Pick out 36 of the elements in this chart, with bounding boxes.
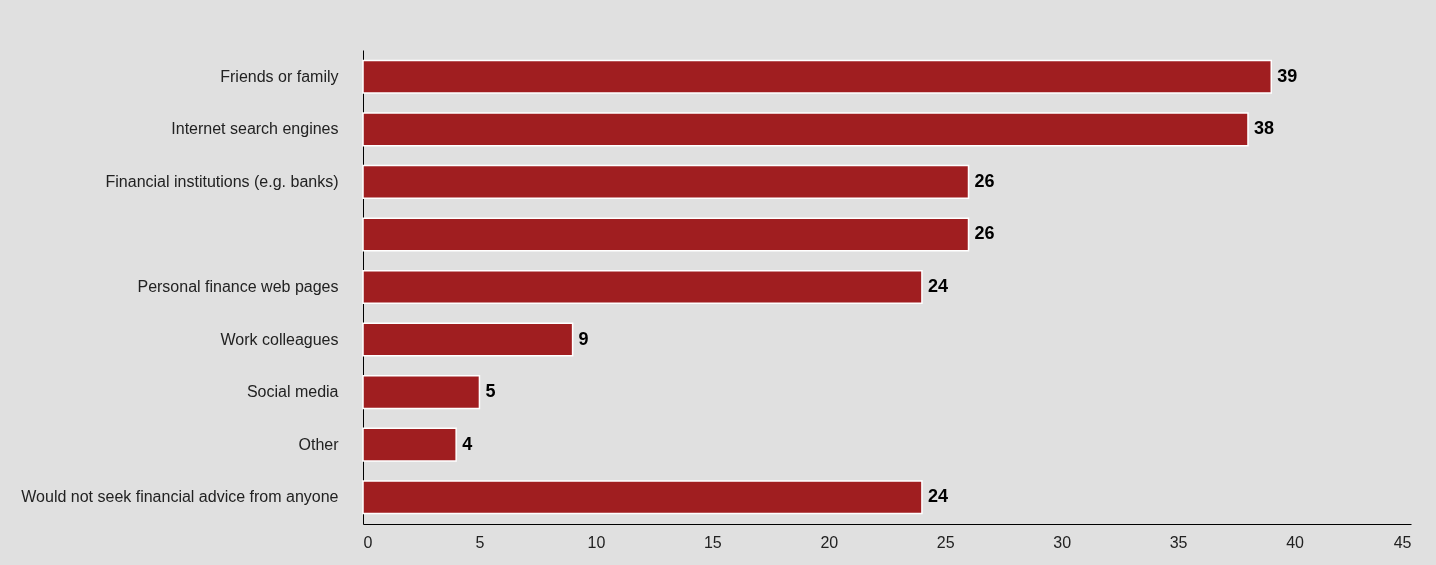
y-tick-label: Financial institutions (e.g. banks): [105, 172, 339, 190]
data-label: 9: [578, 328, 589, 349]
bar: [362, 269, 923, 305]
x-tick-label: 35: [1169, 533, 1188, 551]
x-tick-label: 20: [820, 533, 839, 551]
x-tick-label: 45: [1393, 533, 1412, 551]
y-tick-label: Personal finance web pages: [137, 278, 339, 295]
bar: [362, 375, 481, 410]
y-tick-label: Social media: [246, 383, 339, 401]
x-tick-label: 40: [1286, 533, 1305, 551]
bar: [362, 322, 574, 357]
bar: [362, 112, 1249, 147]
bar: [362, 427, 457, 462]
x-tick-label: 30: [1053, 533, 1072, 551]
data-label: 26: [974, 223, 995, 244]
data-label: 39: [1277, 65, 1298, 86]
data-label: 38: [1253, 118, 1275, 139]
y-tick-label: Friends or family: [220, 67, 339, 85]
bar: [362, 480, 923, 515]
x-tick-label: 5: [475, 533, 485, 551]
data-label: 4: [462, 433, 473, 454]
x-tick-label: 10: [587, 533, 606, 551]
bar: [362, 164, 970, 199]
data-label: 26: [974, 170, 995, 191]
data-label: 24: [927, 486, 948, 507]
bar: [362, 217, 970, 252]
y-tick-label: Work colleagues: [220, 330, 339, 348]
x-tick-label: 25: [936, 533, 955, 551]
y-tick-label: Internet search engines: [171, 120, 339, 138]
data-label: 5: [485, 381, 496, 402]
y-tick-label: Would not seek financial advice from anyone: [21, 488, 339, 506]
bar: [362, 59, 1273, 94]
x-tick-label: 0: [363, 533, 373, 551]
y-tick-label: Other: [298, 435, 340, 453]
data-label: 24: [927, 276, 948, 296]
x-tick-label: 15: [703, 533, 722, 551]
